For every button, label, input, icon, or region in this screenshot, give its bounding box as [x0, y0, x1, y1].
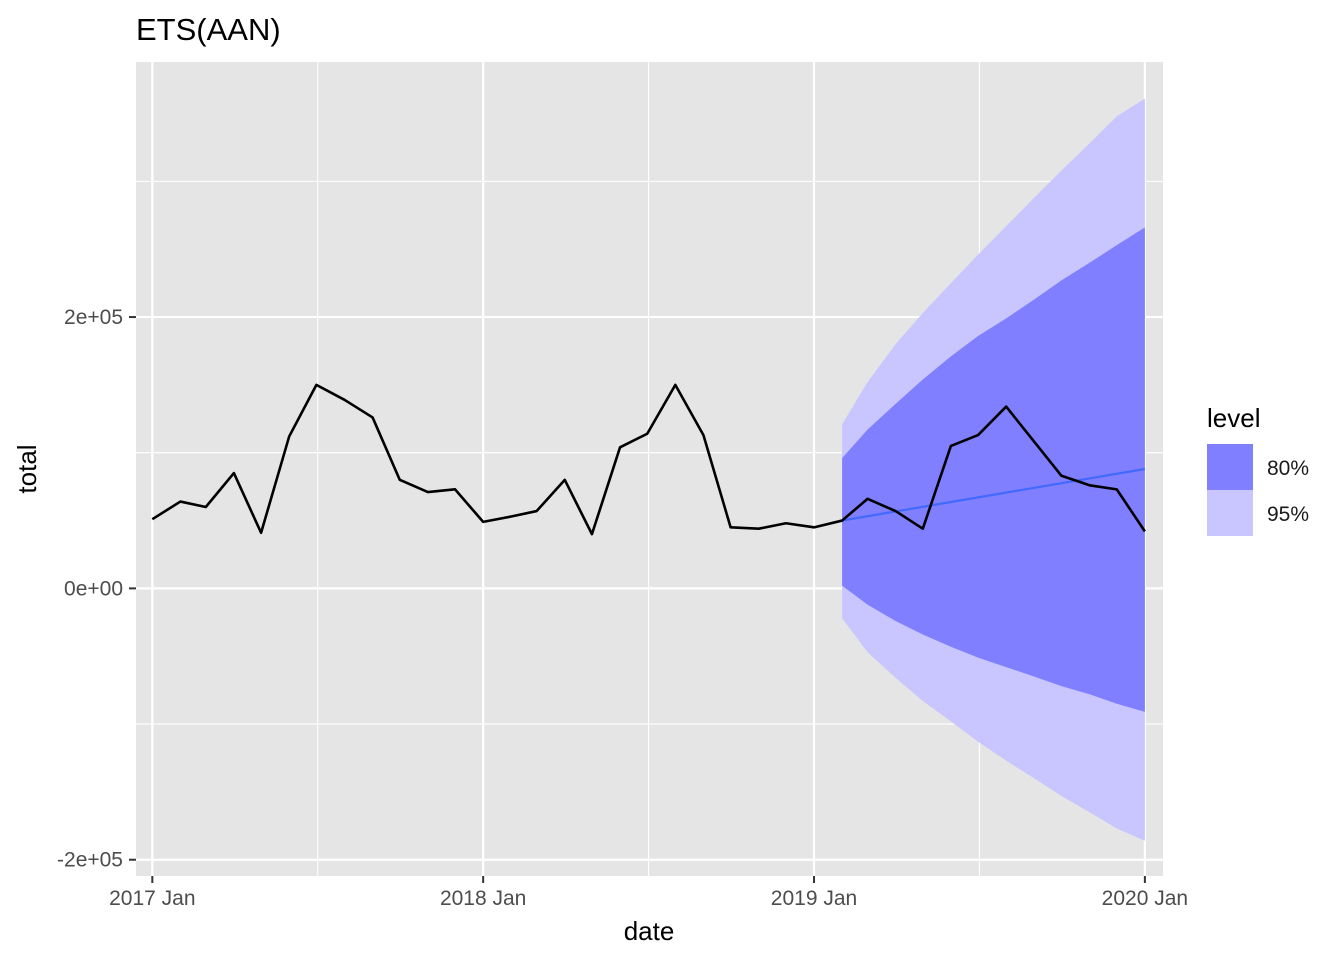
x-tick-label: 2020 Jan — [1102, 887, 1188, 910]
grid-lines — [136, 62, 1163, 876]
band-80 — [842, 227, 1145, 712]
legend-key-95 — [1207, 490, 1253, 536]
legend-key-80 — [1207, 444, 1253, 490]
axes: 2017 Jan 2018 Jan 2019 Jan 2020 Jan -2e+05 0e… — [57, 306, 1188, 910]
series-lines — [151, 383, 1146, 536]
prediction-intervals — [842, 98, 1145, 841]
y-tick-label: -2e+05 — [57, 849, 123, 872]
x-axis-label: date — [624, 916, 675, 946]
legend: level 80% 95% — [1207, 403, 1309, 536]
x-tick-label: 2017 Jan — [109, 887, 195, 910]
y-tick-label: 2e+05 — [64, 306, 123, 329]
legend-label-80: 80% — [1267, 457, 1309, 480]
actual-line — [151, 383, 1146, 536]
x-tick-label: 2019 Jan — [771, 887, 857, 910]
x-tick-label: 2018 Jan — [440, 887, 526, 910]
y-tick-label: 0e+00 — [64, 577, 123, 600]
y-axis-label: total — [12, 444, 42, 493]
forecast-line — [841, 467, 1146, 522]
legend-label-95: 95% — [1267, 503, 1309, 526]
chart-title: ETS(AAN) — [136, 12, 281, 47]
legend-title: level — [1207, 403, 1260, 433]
